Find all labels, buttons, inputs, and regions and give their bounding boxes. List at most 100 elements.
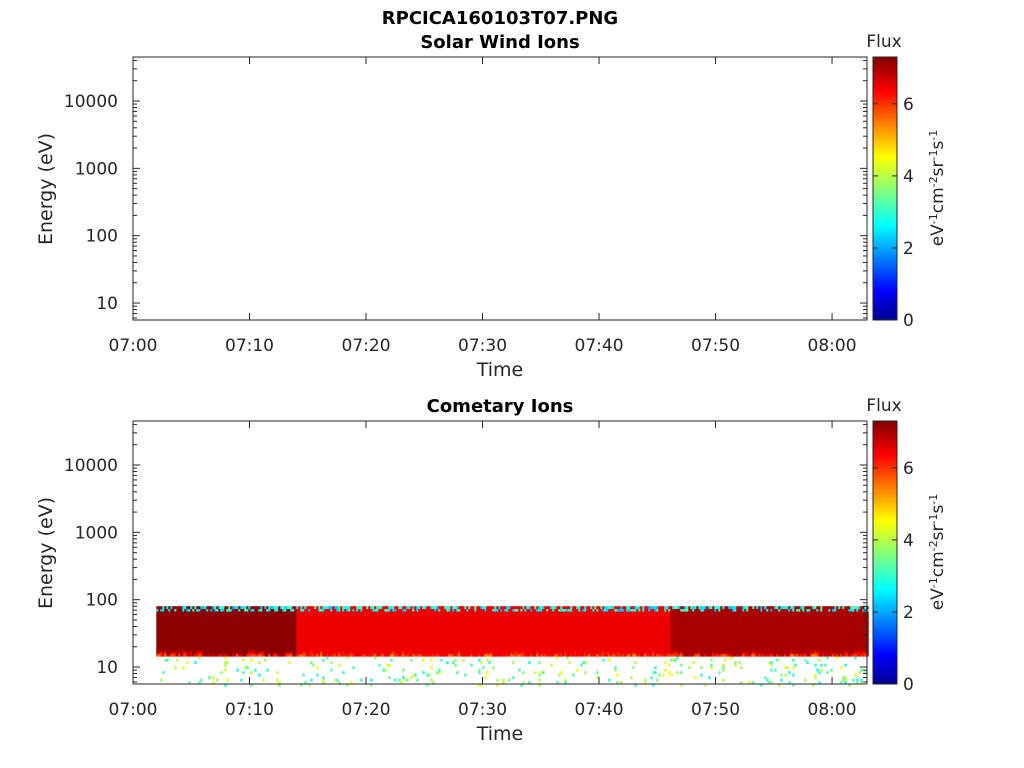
heatmap-cell <box>568 646 571 650</box>
heatmap-cell <box>216 678 219 682</box>
heatmap-cell <box>474 626 477 630</box>
heatmap-cell <box>464 626 467 630</box>
heatmap-cell <box>550 606 553 610</box>
heatmap-cell <box>364 613 367 617</box>
heatmap-cell <box>626 651 629 655</box>
heatmap-cell <box>540 611 543 615</box>
heatmap-cell <box>590 626 593 630</box>
heatmap-cell <box>428 638 431 642</box>
heatmap-cell <box>264 636 267 640</box>
heatmap-cell <box>436 671 439 675</box>
heatmap-cell <box>344 621 347 625</box>
heatmap-cell <box>552 613 555 617</box>
heatmap-cell <box>480 618 483 622</box>
heatmap-cell <box>424 626 427 630</box>
heatmap-cell <box>564 633 567 637</box>
heatmap-cell <box>370 641 373 645</box>
heatmap-cell <box>460 621 463 625</box>
heatmap-cell <box>238 626 241 630</box>
heatmap-cell <box>284 606 287 610</box>
heatmap-cell <box>236 628 239 632</box>
heatmap-cell <box>208 643 211 647</box>
heatmap-cell <box>226 611 229 615</box>
heatmap-cell <box>218 643 221 647</box>
heatmap-cell <box>522 671 525 675</box>
heatmap-cell <box>408 628 411 632</box>
heatmap-cell <box>536 613 539 617</box>
heatmap-cell <box>344 641 347 645</box>
heatmap-cell <box>616 616 619 620</box>
heatmap-cell <box>382 621 385 625</box>
heatmap-cell <box>624 613 627 617</box>
heatmap-cell <box>436 618 439 622</box>
heatmap-cell <box>520 643 523 647</box>
heatmap-cell <box>180 613 183 617</box>
heatmap-cell <box>394 633 397 637</box>
heatmap-cell <box>420 633 423 637</box>
heatmap-cell <box>320 646 323 650</box>
heatmap-cell <box>204 611 207 615</box>
heatmap-cell <box>558 608 561 612</box>
heatmap-cell <box>420 631 423 635</box>
heatmap-cell <box>554 618 557 622</box>
heatmap-cell <box>292 636 295 640</box>
heatmap-cell <box>482 611 485 615</box>
heatmap-cell <box>480 626 483 630</box>
heatmap-cell <box>478 621 481 625</box>
heatmap-cell <box>544 641 547 645</box>
heatmap-cell <box>484 641 487 645</box>
heatmap-cell <box>352 638 355 642</box>
heatmap-cell <box>282 623 285 627</box>
heatmap-cell <box>378 633 381 637</box>
heatmap-cell <box>564 653 567 657</box>
heatmap-cell <box>226 623 229 627</box>
heatmap-cell <box>506 623 509 627</box>
heatmap-cell <box>158 643 161 647</box>
heatmap-cell <box>404 646 407 650</box>
heatmap-cell <box>454 621 457 625</box>
heatmap-cell <box>208 636 211 640</box>
heatmap-cell <box>302 616 305 620</box>
heatmap-cell <box>358 606 361 610</box>
heatmap-cell <box>260 631 263 635</box>
heatmap-cell <box>232 628 235 632</box>
heatmap-cell <box>494 621 497 625</box>
heatmap-cell <box>264 606 267 610</box>
heatmap-cell <box>184 648 187 652</box>
heatmap-cell <box>612 626 615 630</box>
heatmap-cell <box>388 646 391 650</box>
heatmap-cell <box>566 631 569 635</box>
heatmap-cell <box>508 643 511 647</box>
heatmap-cell <box>350 681 353 685</box>
heatmap-cell <box>532 641 535 645</box>
heatmap-cell <box>438 651 441 655</box>
heatmap-cell <box>210 653 213 657</box>
heatmap-cell <box>388 633 391 637</box>
heatmap-cell <box>478 633 481 637</box>
heatmap-cell <box>456 651 459 655</box>
heatmap-cell <box>442 626 445 630</box>
heatmap-cell <box>534 628 537 632</box>
heatmap-cell <box>566 623 569 627</box>
heatmap-cell <box>616 636 619 640</box>
heatmap-cell <box>280 631 283 635</box>
heatmap-cell <box>472 646 475 650</box>
heatmap-cell <box>452 616 455 620</box>
heatmap-cell <box>404 653 407 657</box>
heatmap-cell <box>554 611 557 615</box>
heatmap-cell <box>422 618 425 622</box>
heatmap-cell <box>230 628 233 632</box>
heatmap-cell <box>454 628 457 632</box>
heatmap-cell <box>374 611 377 615</box>
heatmap-cell <box>590 611 593 615</box>
heatmap-cell <box>262 678 265 682</box>
heatmap-cell <box>192 643 195 647</box>
heatmap-cell <box>218 611 221 615</box>
heatmap-cell <box>608 611 611 615</box>
heatmap-cell <box>220 633 223 637</box>
heatmap-cell <box>608 613 611 617</box>
heatmap-cell <box>174 643 177 647</box>
heatmap-cell <box>524 636 527 640</box>
heatmap-cell <box>338 638 341 642</box>
heatmap-cell <box>206 611 209 615</box>
